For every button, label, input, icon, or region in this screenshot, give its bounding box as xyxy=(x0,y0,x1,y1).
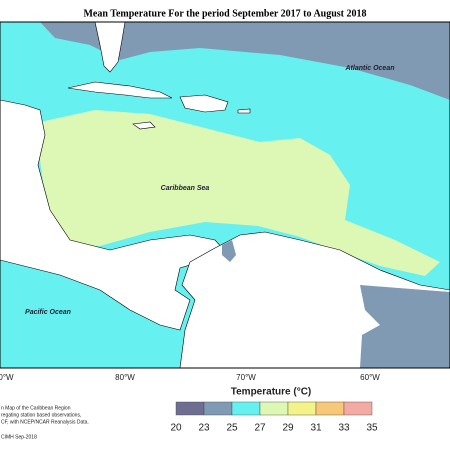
note: regating station based observations, xyxy=(1,412,81,418)
note: n Map of the Caribbean Region xyxy=(1,405,71,411)
legend-swatch xyxy=(315,401,345,416)
legend-swatch xyxy=(203,401,233,416)
legend-swatch xyxy=(287,401,317,416)
note: CIMH Sep-2018 xyxy=(1,434,37,440)
puerto-rico xyxy=(237,108,251,114)
longitude-labels: 0°W 80°W 70°W 60°W xyxy=(0,373,380,382)
longitude-label: 70°W xyxy=(236,373,256,382)
atlantic-label: Atlantic Ocean xyxy=(344,65,394,72)
legend-tick: 23 xyxy=(198,423,210,434)
pacific-label: Pacific Ocean xyxy=(25,309,71,316)
map-frame xyxy=(0,21,450,369)
cool-lake xyxy=(222,240,236,262)
legend-tick: 29 xyxy=(282,423,294,434)
legend: 20 23 25 27 29 31 33 35 xyxy=(170,401,378,434)
jamaica xyxy=(132,121,156,130)
cool-inland xyxy=(360,285,450,368)
legend-tick: 27 xyxy=(254,423,266,434)
florida xyxy=(94,21,126,73)
map: Atlantic Ocean Caribbean Sea Pacific Oce… xyxy=(0,21,450,369)
hispaniola xyxy=(179,94,229,113)
legend-tick: 25 xyxy=(226,423,238,434)
title: Mean Temperature For the period Septembe… xyxy=(83,8,366,19)
longitude-label: 60°W xyxy=(360,373,380,382)
legend-swatch xyxy=(259,401,289,416)
cool-zone xyxy=(40,22,450,100)
legend-swatch xyxy=(343,401,373,416)
note: CF, with NCEP/NCAR Reanalysis Data. xyxy=(1,419,89,425)
legend-tick: 35 xyxy=(366,423,378,434)
longitude-label: 80°W xyxy=(115,373,135,382)
warm-zone xyxy=(40,110,440,276)
legend-tick: 20 xyxy=(170,423,182,434)
longitude-label: 0°W xyxy=(0,373,14,382)
legend-tick: 31 xyxy=(310,423,322,434)
caribbean-label: Caribbean Sea xyxy=(161,185,210,192)
legend-title: Temperature (°C) xyxy=(231,387,312,398)
legend-swatch xyxy=(231,401,261,416)
legend-tick: 33 xyxy=(338,423,350,434)
cuba xyxy=(67,81,173,99)
legend-swatch xyxy=(175,401,205,416)
